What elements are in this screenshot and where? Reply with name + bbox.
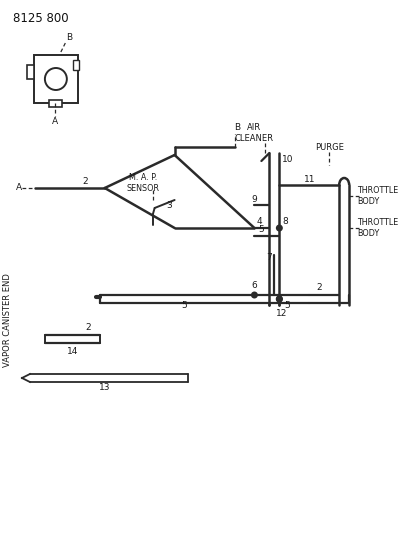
Text: A: A: [52, 117, 58, 125]
Text: 8: 8: [282, 217, 288, 227]
Text: 6: 6: [251, 280, 257, 289]
Text: PURGE: PURGE: [314, 142, 343, 151]
Text: THROTTLE
BODY: THROTTLE BODY: [356, 219, 398, 238]
Text: 7: 7: [266, 254, 272, 262]
Bar: [27, 65, 34, 79]
Text: M. A. P.
SENSOR: M. A. P. SENSOR: [126, 173, 159, 193]
Text: A: A: [16, 183, 22, 192]
Text: 5: 5: [258, 225, 264, 235]
Text: AIR
CLEANER: AIR CLEANER: [234, 123, 273, 143]
Text: B: B: [234, 124, 240, 133]
Text: 4: 4: [256, 217, 262, 227]
Text: 5: 5: [284, 302, 290, 311]
Text: 13: 13: [99, 384, 110, 392]
Bar: [73, 60, 79, 70]
Text: B: B: [65, 34, 72, 43]
Text: 3: 3: [166, 200, 172, 209]
Text: 9: 9: [251, 195, 257, 204]
Text: 2: 2: [85, 324, 90, 333]
Circle shape: [250, 292, 257, 298]
Circle shape: [45, 68, 67, 90]
Circle shape: [275, 295, 282, 303]
Text: 12: 12: [275, 310, 286, 319]
Circle shape: [275, 295, 282, 303]
Text: VAPOR CANISTER END: VAPOR CANISTER END: [3, 273, 12, 367]
Bar: [34, 55, 78, 103]
Text: 8125 800: 8125 800: [13, 12, 68, 25]
Text: 2: 2: [316, 284, 321, 293]
Text: 14: 14: [67, 346, 79, 356]
Text: 11: 11: [303, 174, 314, 183]
Text: 10: 10: [282, 156, 293, 165]
Text: THROTTLE
BODY: THROTTLE BODY: [356, 187, 398, 206]
Text: 2: 2: [82, 176, 88, 185]
Text: 5: 5: [181, 302, 187, 311]
Bar: [49, 100, 62, 107]
Circle shape: [275, 224, 282, 231]
